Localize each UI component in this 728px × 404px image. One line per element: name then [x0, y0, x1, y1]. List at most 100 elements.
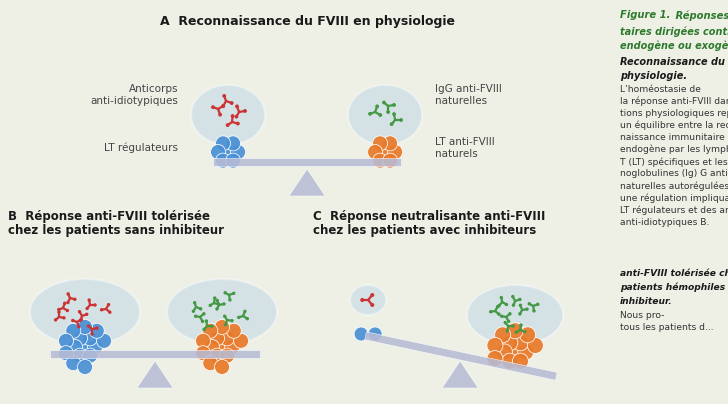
Circle shape — [218, 303, 220, 305]
Circle shape — [209, 304, 211, 306]
Circle shape — [507, 320, 510, 322]
Circle shape — [246, 318, 248, 320]
Circle shape — [196, 333, 210, 348]
Circle shape — [203, 356, 218, 371]
Circle shape — [222, 105, 224, 107]
Circle shape — [96, 327, 98, 329]
Circle shape — [505, 303, 507, 305]
Circle shape — [64, 302, 66, 304]
Circle shape — [224, 292, 226, 294]
Text: IgG anti-FVIII
naturelles: IgG anti-FVIII naturelles — [435, 84, 502, 106]
Polygon shape — [365, 332, 557, 380]
Circle shape — [533, 310, 535, 312]
Circle shape — [519, 304, 521, 306]
Circle shape — [507, 323, 523, 339]
Circle shape — [354, 327, 368, 341]
Circle shape — [537, 303, 539, 305]
Circle shape — [86, 313, 87, 315]
Circle shape — [211, 325, 213, 327]
Circle shape — [66, 356, 81, 371]
Circle shape — [68, 339, 82, 354]
Circle shape — [215, 339, 229, 354]
Text: anti-FVIII tolérisée chez les: anti-FVIII tolérisée chez les — [620, 269, 728, 278]
Circle shape — [226, 136, 240, 151]
Circle shape — [526, 308, 528, 310]
Circle shape — [222, 105, 224, 107]
Text: endogène ou exogène.: endogène ou exogène. — [620, 40, 728, 51]
Circle shape — [361, 299, 363, 301]
Circle shape — [88, 299, 90, 301]
Circle shape — [226, 124, 229, 126]
Circle shape — [519, 313, 521, 315]
Circle shape — [524, 331, 526, 333]
Circle shape — [496, 306, 499, 308]
Text: patients hémophiles sans: patients hémophiles sans — [620, 283, 728, 292]
Circle shape — [205, 320, 207, 322]
Circle shape — [373, 136, 387, 151]
Circle shape — [79, 311, 81, 313]
Circle shape — [58, 309, 60, 311]
Circle shape — [196, 346, 210, 361]
Circle shape — [509, 313, 511, 315]
Circle shape — [210, 348, 224, 363]
Circle shape — [220, 348, 234, 363]
Circle shape — [387, 111, 389, 113]
Circle shape — [502, 353, 518, 369]
Polygon shape — [50, 350, 260, 358]
Circle shape — [237, 122, 239, 125]
Circle shape — [194, 302, 196, 304]
Circle shape — [55, 319, 57, 321]
Circle shape — [223, 303, 225, 305]
Circle shape — [73, 348, 87, 363]
Text: Nous pro-
tous les patients d...: Nous pro- tous les patients d... — [620, 311, 713, 332]
Circle shape — [233, 292, 234, 294]
Circle shape — [231, 320, 233, 322]
Ellipse shape — [167, 279, 277, 345]
Circle shape — [210, 331, 224, 346]
Circle shape — [513, 353, 529, 369]
Circle shape — [58, 333, 74, 348]
Circle shape — [379, 114, 381, 116]
Circle shape — [383, 136, 397, 151]
Circle shape — [72, 320, 74, 322]
Circle shape — [383, 101, 385, 104]
Circle shape — [387, 145, 403, 160]
Circle shape — [58, 346, 74, 361]
Circle shape — [205, 339, 220, 354]
Circle shape — [371, 294, 373, 296]
Circle shape — [94, 304, 96, 306]
Circle shape — [108, 304, 109, 306]
Circle shape — [378, 145, 392, 160]
Circle shape — [232, 115, 234, 117]
Circle shape — [215, 153, 231, 168]
Circle shape — [67, 301, 69, 303]
Circle shape — [519, 299, 521, 301]
Circle shape — [226, 153, 240, 168]
Text: B  Réponse anti-FVIII tolérisée: B Réponse anti-FVIII tolérisée — [8, 210, 210, 223]
Circle shape — [520, 324, 522, 326]
Circle shape — [512, 325, 514, 327]
Circle shape — [223, 95, 226, 97]
Circle shape — [82, 348, 98, 363]
Text: LT anti-FVIII
naturels: LT anti-FVIII naturels — [435, 137, 495, 159]
Circle shape — [215, 360, 229, 375]
Circle shape — [77, 339, 92, 354]
Circle shape — [244, 110, 246, 112]
Circle shape — [501, 315, 503, 317]
Text: physiologie.: physiologie. — [620, 71, 687, 81]
Circle shape — [79, 319, 82, 321]
Circle shape — [383, 153, 397, 168]
Circle shape — [66, 323, 81, 338]
Circle shape — [515, 331, 517, 333]
Circle shape — [235, 116, 237, 118]
Circle shape — [87, 325, 90, 327]
Text: taires dirigées contre le FVIII: taires dirigées contre le FVIII — [620, 26, 728, 37]
Circle shape — [231, 102, 233, 104]
Circle shape — [512, 296, 514, 298]
Circle shape — [513, 335, 529, 351]
Circle shape — [203, 313, 205, 315]
Circle shape — [507, 344, 523, 360]
Text: chez les patients sans inhibiteur: chez les patients sans inhibiteur — [8, 224, 224, 237]
Circle shape — [90, 323, 104, 338]
Circle shape — [63, 317, 65, 319]
